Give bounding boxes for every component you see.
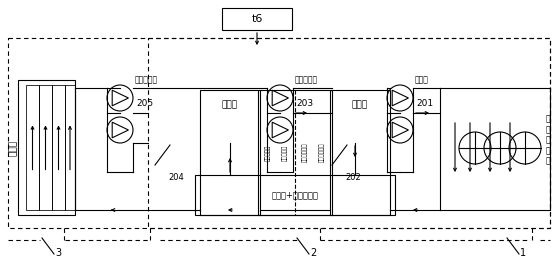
Bar [8, 38, 550, 228]
Bar [148, 38, 550, 228]
Text: 计费管理模块: 计费管理模块 [319, 143, 325, 162]
Text: 203: 203 [296, 98, 313, 107]
Text: 干热岩+辅助锅炉房: 干热岩+辅助锅炉房 [272, 190, 319, 199]
Bar [65, 85, 75, 210]
Bar [330, 90, 390, 215]
Text: 热水循环泵: 热水循环泵 [295, 76, 318, 84]
Text: 201: 201 [416, 98, 433, 107]
Text: 2: 2 [310, 248, 316, 258]
Bar [200, 90, 260, 215]
Bar [195, 175, 395, 215]
Text: 冷冻水供水: 冷冻水供水 [265, 144, 271, 161]
Text: 干
热
岩
井
群: 干 热 岩 井 群 [545, 115, 550, 165]
Text: 3: 3 [55, 248, 61, 258]
Bar [222, 8, 292, 30]
Text: t6: t6 [251, 14, 263, 24]
Text: 1: 1 [520, 248, 526, 258]
Bar [258, 90, 332, 215]
Text: 205: 205 [136, 98, 153, 107]
Text: 用户侧: 用户侧 [8, 139, 17, 156]
Bar [18, 80, 75, 215]
Text: 202: 202 [345, 173, 361, 182]
Text: 计费管理模块: 计费管理模块 [302, 143, 308, 162]
Bar [26, 85, 39, 210]
Text: 热水循环泵: 热水循环泵 [135, 76, 158, 84]
Text: 冷冻水回水: 冷冻水回水 [282, 144, 288, 161]
Text: 循环泵: 循环泵 [415, 76, 429, 84]
Text: 204: 204 [168, 173, 184, 182]
Bar [39, 85, 52, 210]
Bar [52, 85, 65, 210]
Text: 热源侧: 热源侧 [222, 101, 238, 110]
Text: 地能侧: 地能侧 [352, 101, 368, 110]
